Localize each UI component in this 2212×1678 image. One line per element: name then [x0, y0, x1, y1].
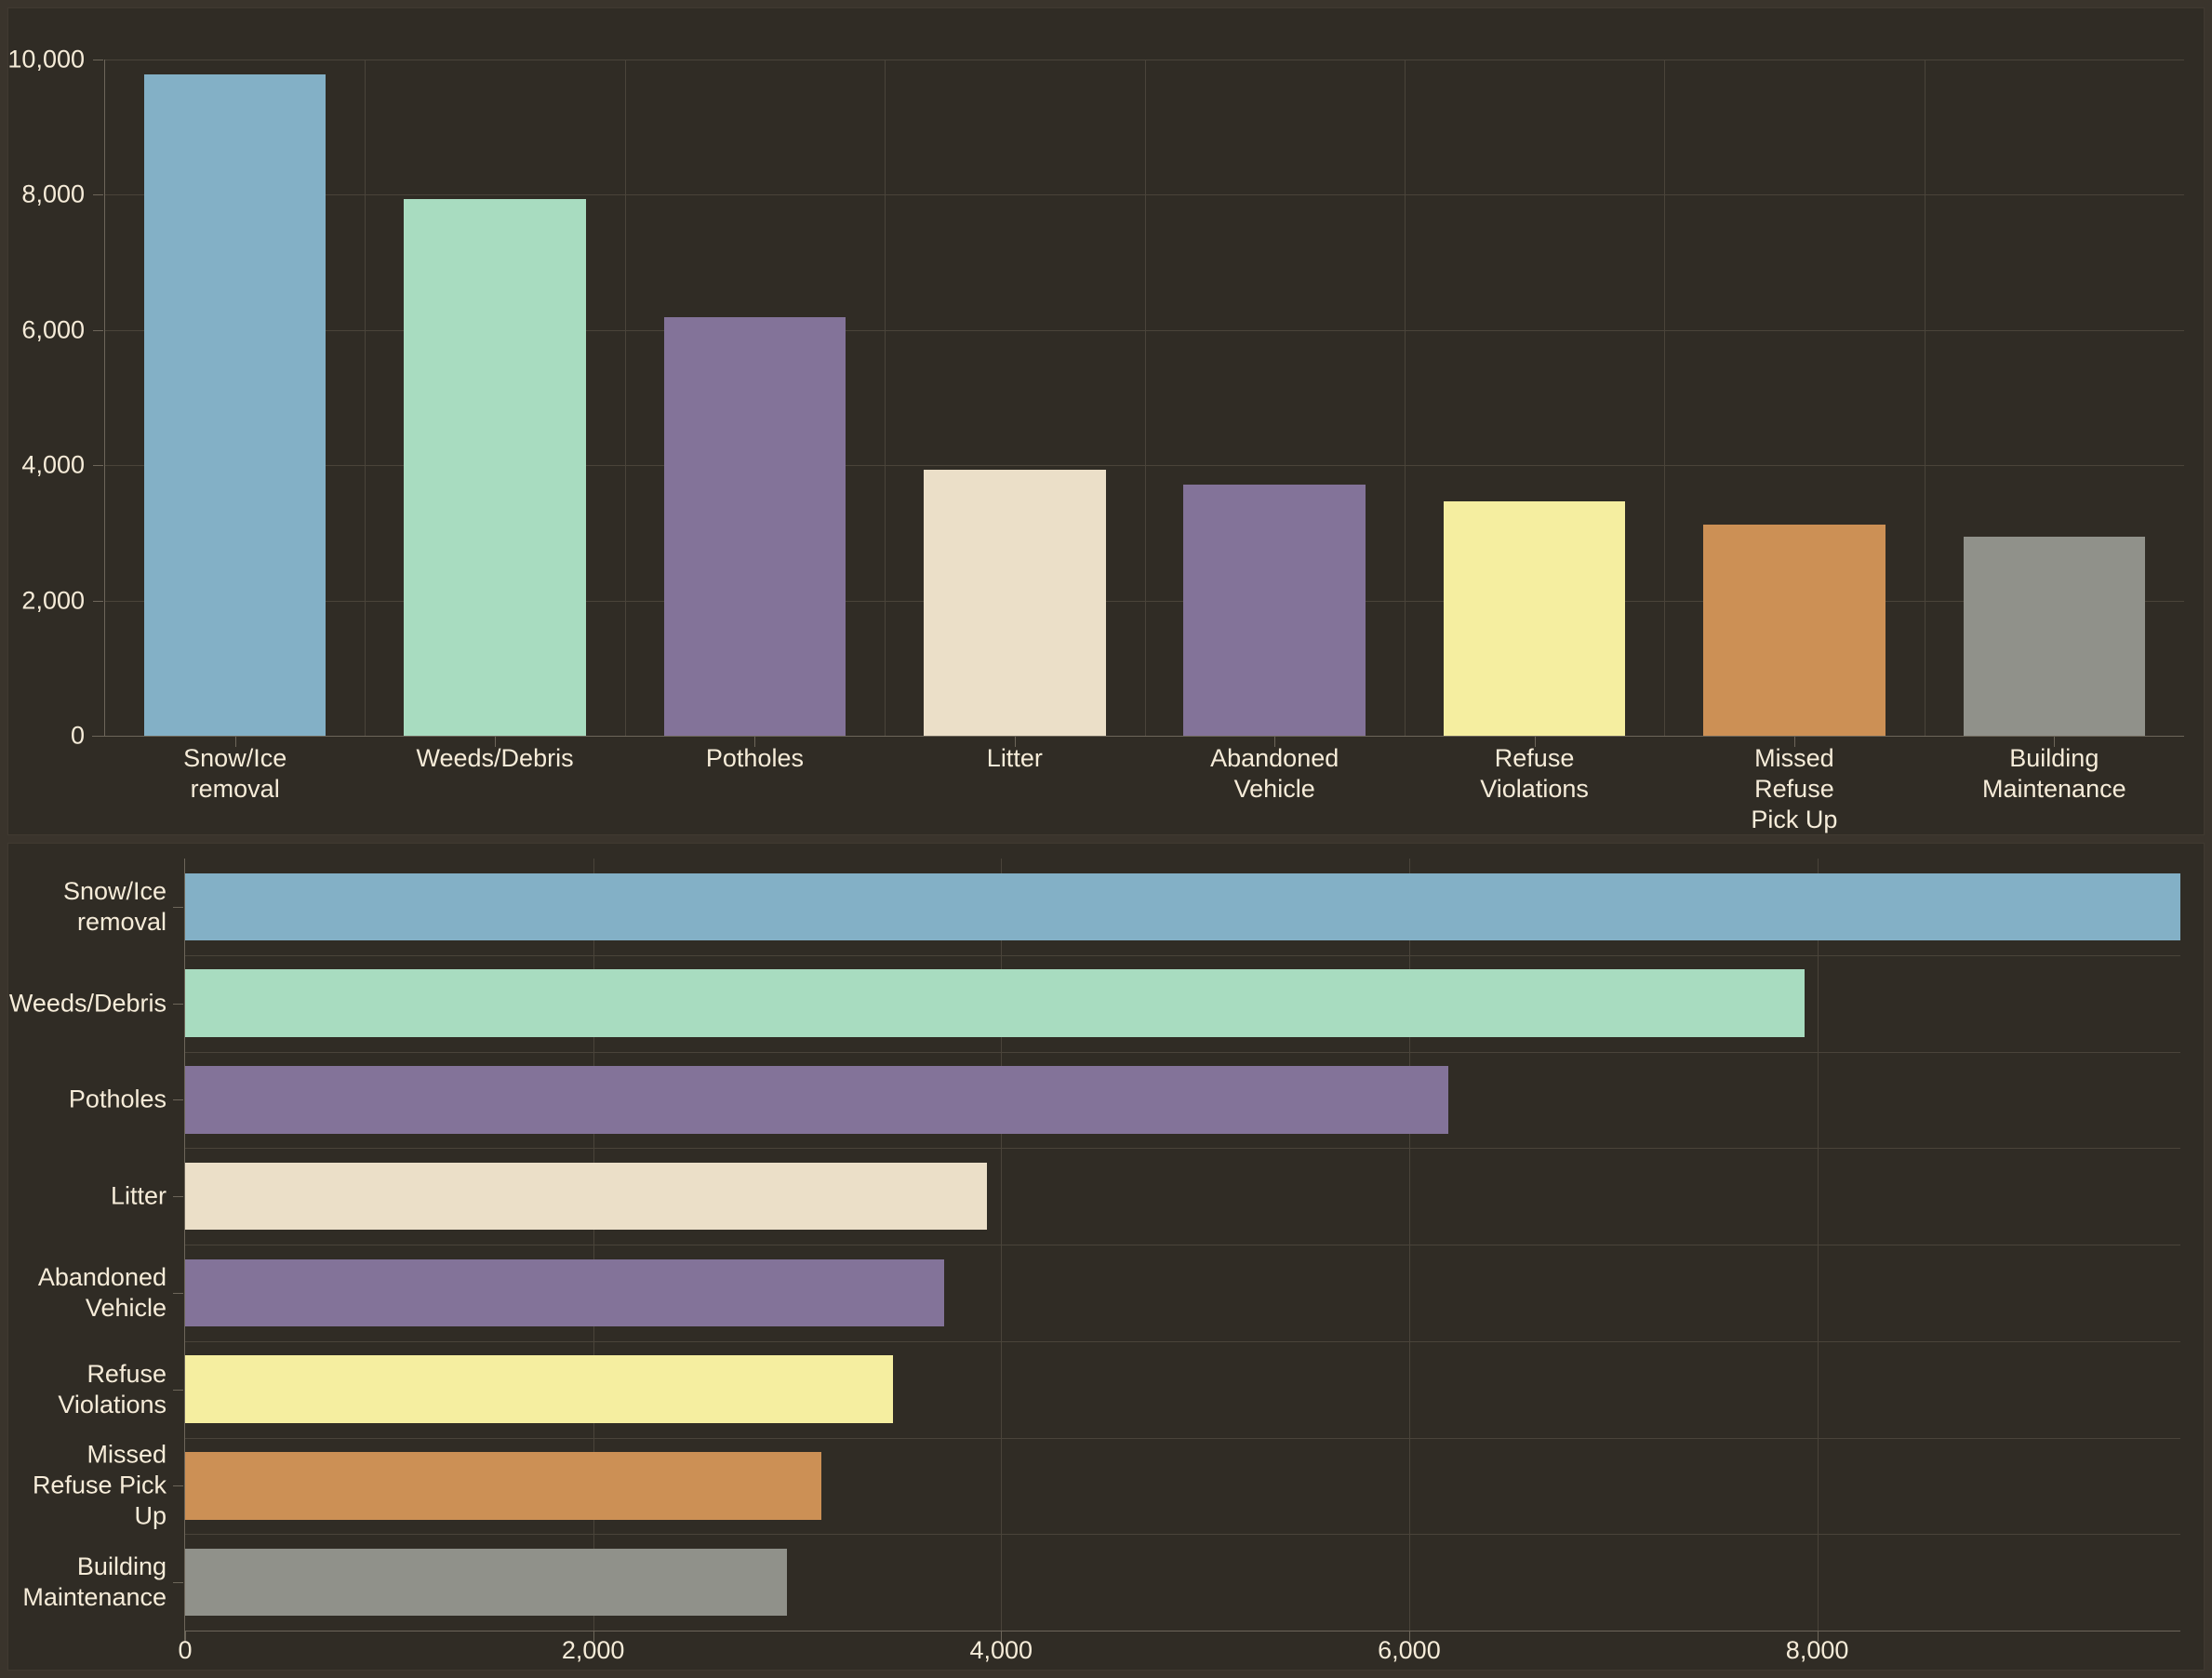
y-tick-label: 4,000: [21, 450, 85, 479]
y-gridline: [185, 1437, 2180, 1439]
y-tick-mark: [173, 1485, 183, 1487]
x-axis-line: [92, 736, 2184, 737]
x-tick-label: Litter: [986, 744, 1043, 772]
bar[interactable]: [924, 470, 1106, 736]
y-gridline: [185, 1340, 2180, 1342]
vertical-bar-chart-panel: 0 2,000 4,000 6,000 8,000 10,000 Snow/Ice rem…: [7, 7, 2205, 835]
bar[interactable]: [404, 198, 586, 736]
y-tick-label: 2,000: [21, 586, 85, 615]
horizontal-bar-chart-panel: Snow/Ice removal Weeds/Debris Potholes Litt…: [7, 843, 2205, 1671]
y-tick-label: Litter: [110, 1181, 167, 1210]
x-tick-label: Weeds/Debris: [416, 744, 574, 772]
x-tick-mark: [2054, 737, 2056, 747]
x-gridline: [885, 60, 886, 736]
x-tick-label: 0: [178, 1636, 193, 1664]
y-gridline: [185, 954, 2180, 956]
x-tick-mark: [1274, 737, 1276, 747]
bar[interactable]: [185, 1258, 944, 1327]
x-tick-mark: [1408, 1631, 1410, 1642]
y-tick-mark: [173, 1582, 183, 1584]
y-tick-label: 0: [70, 721, 85, 750]
x-tick-mark: [495, 737, 497, 747]
x-tick-label: Potholes: [705, 744, 804, 772]
horizontal-chart-plot-area: [173, 859, 2180, 1643]
bar[interactable]: [663, 316, 846, 736]
bar[interactable]: [143, 73, 326, 736]
y-tick-mark: [173, 1099, 183, 1101]
bar[interactable]: [185, 1548, 787, 1617]
bar[interactable]: [185, 969, 1806, 1037]
y-tick-mark: [93, 194, 103, 196]
x-gridline: [1144, 60, 1146, 736]
bar[interactable]: [185, 1452, 822, 1520]
x-tick-mark: [1793, 737, 1795, 747]
bar[interactable]: [185, 1355, 894, 1423]
x-tick-mark: [1534, 737, 1536, 747]
x-tick-mark: [593, 1631, 594, 1642]
bar[interactable]: [185, 1066, 1448, 1134]
y-axis-line: [184, 859, 185, 1643]
y-tick-mark: [93, 329, 103, 331]
vertical-chart-plot-area: [92, 60, 2184, 747]
y-tick-label: Potholes: [68, 1085, 167, 1113]
x-tick-mark: [1817, 1631, 1819, 1642]
bar[interactable]: [1443, 500, 1626, 736]
y-tick-mark: [173, 1196, 183, 1198]
y-tick-mark: [173, 1292, 183, 1294]
x-tick-label: Abandoned Vehicle: [1210, 744, 1339, 803]
y-tick-mark: [173, 1003, 183, 1005]
x-tick-mark: [185, 1631, 186, 1642]
x-tick-mark: [1014, 737, 1016, 747]
y-tick-mark: [93, 465, 103, 467]
bar[interactable]: [1183, 484, 1366, 736]
x-tick-label: Missed Refuse Pick Up: [1751, 744, 1838, 833]
x-tick-label: Snow/Ice removal: [183, 744, 287, 803]
y-tick-label: Snow/Ice removal: [62, 876, 167, 936]
y-tick-label: Abandoned Vehicle: [37, 1262, 167, 1322]
y-tick-mark: [93, 600, 103, 602]
y-tick-label: Refuse Violations: [58, 1359, 167, 1418]
y-tick-mark: [173, 906, 183, 908]
y-tick-label: 8,000: [21, 180, 85, 208]
bar[interactable]: [185, 1162, 987, 1231]
bar[interactable]: [185, 872, 2180, 941]
x-tick-mark: [234, 737, 236, 747]
y-tick-label: Missed Refuse Pick Up: [32, 1440, 167, 1530]
y-gridline: [185, 1148, 2180, 1150]
x-tick-mark: [754, 737, 756, 747]
x-tick-label: 4,000: [969, 1636, 1033, 1664]
x-gridline: [365, 60, 366, 736]
y-tick-label: Building Maintenance: [22, 1552, 167, 1612]
y-tick-label: Weeds/Debris: [8, 989, 167, 1018]
x-tick-label: 6,000: [1378, 1636, 1441, 1664]
y-tick-label: 10,000: [7, 45, 85, 73]
x-tick-mark: [1001, 1631, 1003, 1642]
y-tick-label: 6,000: [21, 315, 85, 344]
y-axis-line: [104, 60, 105, 736]
x-gridline: [1924, 60, 1926, 736]
x-tick-label: 2,000: [561, 1636, 625, 1664]
x-gridline: [1664, 60, 1666, 736]
vertical-chart-y-axis: 0 2,000 4,000 6,000 8,000 10,000: [7, 8, 101, 808]
x-tick-label: Refuse Violations: [1480, 744, 1589, 803]
bar[interactable]: [1963, 536, 2146, 736]
x-gridline: [1404, 60, 1406, 736]
bar[interactable]: [1703, 525, 1886, 736]
y-gridline: [185, 1051, 2180, 1053]
x-gridline: [624, 60, 626, 736]
x-tick-label: Building Maintenance: [1982, 744, 2126, 803]
x-tick-label: 8,000: [1785, 1636, 1849, 1664]
y-tick-mark: [173, 1389, 183, 1391]
y-gridline: [185, 1534, 2180, 1536]
